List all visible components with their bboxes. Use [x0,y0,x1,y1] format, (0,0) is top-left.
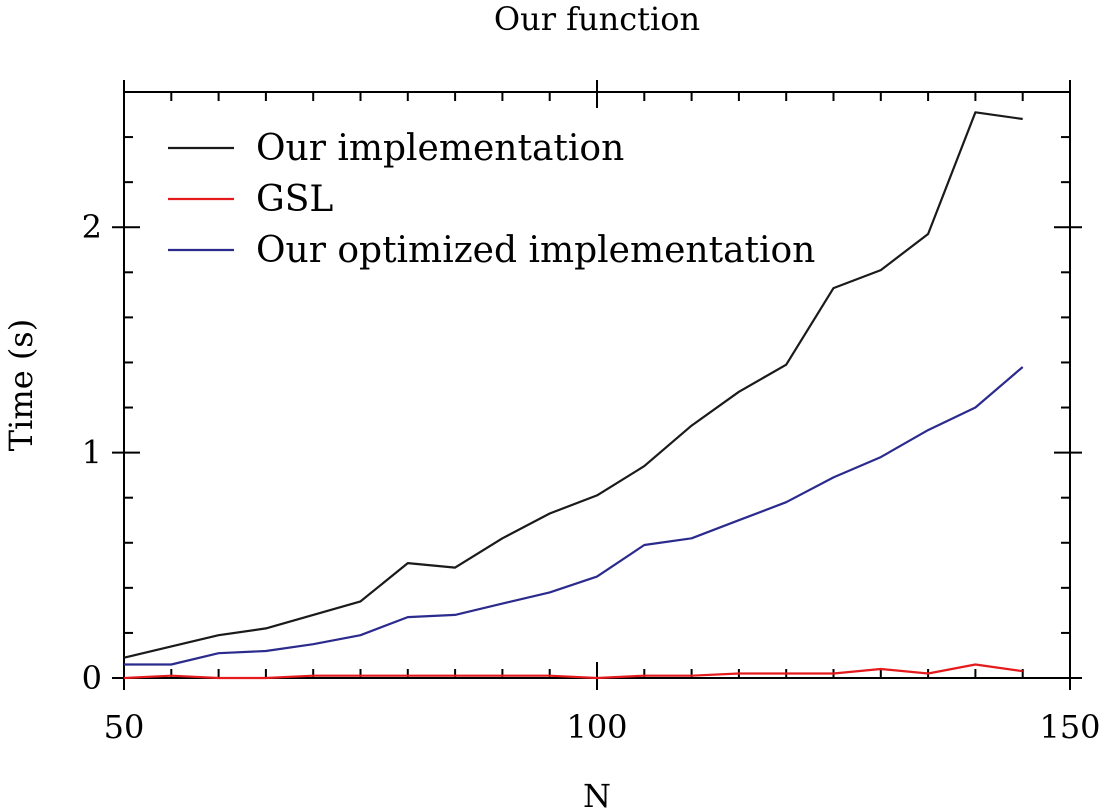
series-line-gsl [123,663,1023,680]
axis-ticks [112,80,1082,690]
chart-title: Our function [494,0,700,38]
y-axis-label: Time (s) [2,319,40,451]
series-line-our-optimized-implementation [124,366,1024,666]
legend-label-gsl: GSL [256,179,333,220]
legend-label-our-implementation: Our implementation [256,128,624,169]
series-line-our-implementation [123,111,1023,659]
series-lines [123,111,1024,680]
y-tick-label: 0 [82,659,102,697]
x-axis-label: N [583,777,611,812]
x-tick-label: 100 [566,708,627,746]
y-tick-labels: 0 1 2 [82,208,102,697]
x-tick-label: 50 [104,708,145,746]
y-tick-label: 1 [82,434,102,472]
y-tick-label: 2 [82,208,102,246]
x-tick-labels: 50 100 150 [104,708,1101,746]
legend: Our implementation GSL Our optimized imple… [168,128,815,271]
legend-label-our-optimized-implementation: Our optimized implementation [256,230,815,271]
x-tick-label: 150 [1039,708,1100,746]
